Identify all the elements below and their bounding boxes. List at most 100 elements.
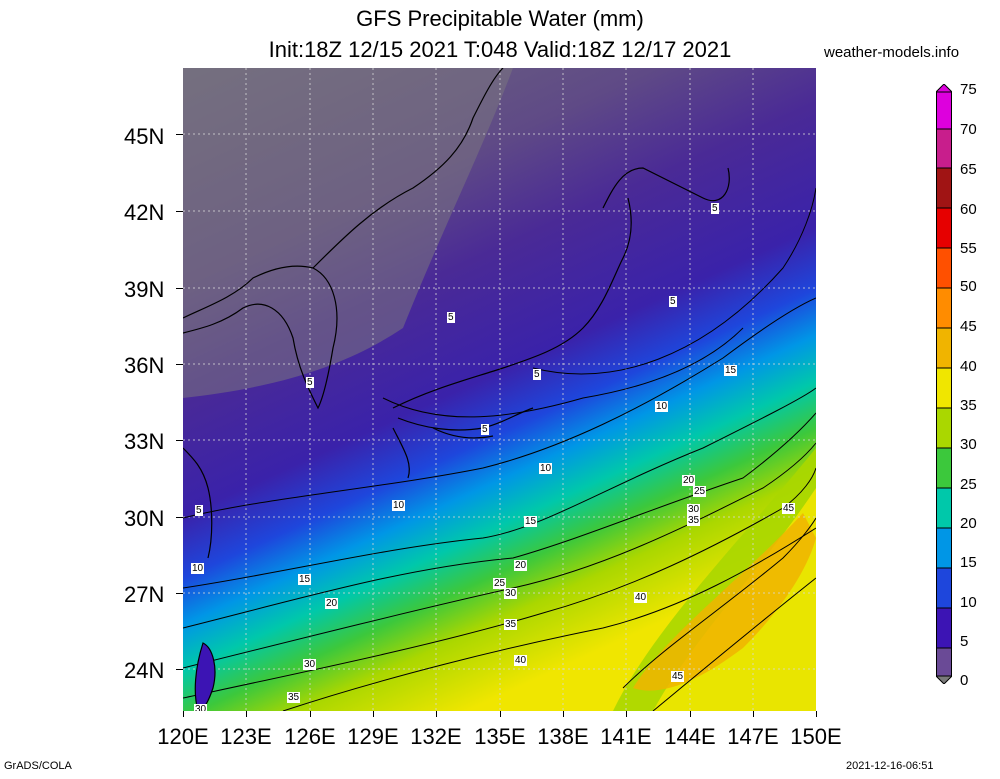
contour-label: 5 xyxy=(195,505,203,516)
contour-label: 5 xyxy=(711,203,719,214)
lon-tick xyxy=(183,711,184,717)
contour-label: 35 xyxy=(504,619,518,630)
colorbar-cell xyxy=(936,607,952,649)
contour-label: 30 xyxy=(687,504,701,515)
lon-tick xyxy=(816,711,817,717)
lat-label: 24N xyxy=(124,658,165,683)
lon-tick xyxy=(500,711,501,717)
colorbar-cell xyxy=(936,207,952,249)
contour-label: 15 xyxy=(724,365,738,376)
colorbar-cell xyxy=(936,91,952,130)
contour-label: 30 xyxy=(303,659,317,670)
coastlines xyxy=(183,68,730,711)
contour-label: 5 xyxy=(481,424,489,435)
colorbar-label: 5 xyxy=(960,633,969,650)
footer-timestamp: 2021-12-16-06:51 xyxy=(846,760,934,772)
lon-tick xyxy=(753,711,754,717)
footer-left: GrADS/COLA xyxy=(4,760,72,772)
contour-label: 15 xyxy=(524,516,538,527)
site-credit: weather-models.info xyxy=(824,44,960,61)
contour-label: 25 xyxy=(693,486,707,497)
colorbar-cell xyxy=(936,247,952,289)
lon-label: 135E xyxy=(474,724,526,749)
colorbar-label: 30 xyxy=(960,436,977,453)
lon-label: 126E xyxy=(284,724,336,749)
colorbar-label: 60 xyxy=(960,201,977,218)
lon-label: 123E xyxy=(220,724,272,749)
contour-label: 5 xyxy=(306,377,314,388)
lat-label: 36N xyxy=(124,353,165,378)
colorbar-label: 35 xyxy=(960,397,977,414)
contour-label: 30 xyxy=(504,588,518,599)
colorbar-label: 0 xyxy=(960,672,969,689)
contour-label: 10 xyxy=(655,401,669,412)
lon-tick xyxy=(563,711,564,717)
lat-label: 42N xyxy=(124,200,165,225)
chart-title: GFS Precipitable Water (mm) xyxy=(356,6,644,31)
colorbar-label: 10 xyxy=(960,594,977,611)
contour-label: 35 xyxy=(287,692,301,703)
chart-subtitle: Init:18Z 12/15 2021 T:048 Valid:18Z 12/1… xyxy=(268,37,732,62)
lon-label: 129E xyxy=(347,724,399,749)
colorbar-cell xyxy=(936,527,952,569)
lon-tick xyxy=(373,711,374,717)
contour-label: 25 xyxy=(493,578,507,589)
lat-tick xyxy=(176,134,183,135)
contour-label: 10 xyxy=(191,563,205,574)
contour-label: 20 xyxy=(682,475,696,486)
grid-lines xyxy=(183,68,816,711)
lat-tick xyxy=(176,669,183,670)
colorbar-cell xyxy=(936,167,952,209)
precipitable-water-map: 5 5 5 5 5 5 5 10 10 10 10 15 15 15 20 20… xyxy=(183,68,816,711)
lat-label: 27N xyxy=(124,582,165,607)
contour-label: 40 xyxy=(634,592,648,603)
colorbar-label: 55 xyxy=(960,240,977,257)
contour-label: 5 xyxy=(669,296,677,307)
colorbar-top-arrow xyxy=(936,84,952,93)
lon-label: 132E xyxy=(410,724,462,749)
colorbar-label: 40 xyxy=(960,358,977,375)
colorbar-cell xyxy=(936,447,952,489)
lon-label: 150E xyxy=(790,724,842,749)
colorbar-label: 25 xyxy=(960,476,977,493)
lat-tick xyxy=(176,517,183,518)
colorbar-label: 65 xyxy=(960,161,977,178)
colorbar xyxy=(936,84,952,684)
lat-tick xyxy=(176,440,183,441)
contour-lines xyxy=(183,187,816,711)
colorbar-cell xyxy=(936,407,952,449)
lat-tick xyxy=(176,593,183,594)
map-field xyxy=(183,68,816,711)
contour-label: 20 xyxy=(514,560,528,571)
contour-label: 35 xyxy=(687,515,701,526)
lat-label: 33N xyxy=(124,429,165,454)
colorbar-label: 20 xyxy=(960,515,977,532)
contour-label: 30 xyxy=(194,704,208,711)
colorbar-label: 75 xyxy=(960,81,977,98)
colorbar-cell xyxy=(936,647,952,677)
lat-tick xyxy=(176,211,183,212)
contour-label: 10 xyxy=(539,463,553,474)
lon-label: 120E xyxy=(157,724,209,749)
colorbar-cell xyxy=(936,128,952,169)
lat-tick xyxy=(176,288,183,289)
lat-tick xyxy=(176,364,183,365)
colorbar-cell xyxy=(936,567,952,609)
contour-label: 5 xyxy=(533,369,541,380)
lon-tick xyxy=(436,711,437,717)
lat-label: 45N xyxy=(124,124,165,149)
colorbar-label: 45 xyxy=(960,318,977,335)
colorbar-label: 15 xyxy=(960,554,977,571)
lon-tick xyxy=(690,711,691,717)
contour-label: 20 xyxy=(325,598,339,609)
lon-label: 147E xyxy=(727,724,779,749)
lat-label: 30N xyxy=(124,506,165,531)
lat-label: 39N xyxy=(124,277,165,302)
contour-label: 45 xyxy=(671,671,685,682)
contour-label: 45 xyxy=(782,503,796,514)
contour-label: 40 xyxy=(514,655,528,666)
colorbar-bottom-arrow xyxy=(936,675,952,684)
colorbar-label: 50 xyxy=(960,278,977,295)
lon-tick xyxy=(246,711,247,717)
lon-label: 138E xyxy=(537,724,589,749)
